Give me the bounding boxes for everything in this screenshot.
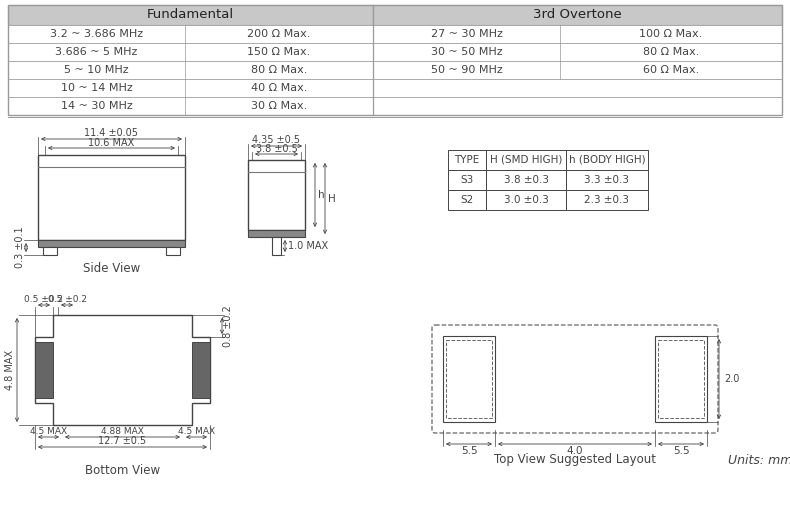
Text: 12.7 ±0.5: 12.7 ±0.5	[99, 436, 147, 446]
Text: 4.5 MAX: 4.5 MAX	[178, 427, 215, 435]
Text: S3: S3	[461, 175, 474, 185]
Text: 3.2 ~ 3.686 MHz: 3.2 ~ 3.686 MHz	[50, 29, 143, 39]
Bar	[8, 97, 373, 115]
Bar	[486, 170, 566, 190]
Text: 0.8 ±0.2: 0.8 ±0.2	[223, 305, 233, 347]
Text: 4.5 MAX: 4.5 MAX	[30, 427, 67, 435]
Bar	[566, 150, 648, 170]
Text: TYPE: TYPE	[454, 155, 480, 165]
Bar	[446, 340, 492, 418]
Text: 80 Ω Max.: 80 Ω Max.	[250, 65, 307, 75]
Bar	[38, 240, 185, 247]
Text: 4.88 MAX: 4.88 MAX	[101, 427, 144, 435]
Bar	[8, 5, 782, 115]
Bar	[8, 61, 373, 79]
Text: 3.3 ±0.3: 3.3 ±0.3	[585, 175, 630, 185]
Text: 80 Ω Max.: 80 Ω Max.	[643, 47, 699, 57]
Polygon shape	[35, 315, 210, 425]
Bar	[373, 43, 782, 61]
Text: 30 ~ 50 MHz: 30 ~ 50 MHz	[431, 47, 502, 57]
Bar	[373, 79, 782, 97]
Text: 60 Ω Max.: 60 Ω Max.	[643, 65, 699, 75]
Bar	[8, 79, 373, 97]
Text: 4.0: 4.0	[566, 446, 583, 456]
Text: 100 Ω Max.: 100 Ω Max.	[639, 29, 702, 39]
Text: h (BODY HIGH): h (BODY HIGH)	[569, 155, 645, 165]
Text: 40 Ω Max.: 40 Ω Max.	[250, 83, 307, 93]
Bar	[486, 150, 566, 170]
Text: 10 ~ 14 MHz: 10 ~ 14 MHz	[61, 83, 133, 93]
Bar	[35, 342, 53, 398]
Bar	[43, 247, 57, 255]
Text: H (SMD HIGH): H (SMD HIGH)	[490, 155, 562, 165]
Text: 2.3 ±0.3: 2.3 ±0.3	[585, 195, 630, 205]
Bar	[166, 247, 180, 255]
Text: H: H	[328, 193, 336, 204]
Text: 150 Ω Max.: 150 Ω Max.	[247, 47, 310, 57]
Bar	[448, 150, 486, 170]
Text: 2.0: 2.0	[724, 374, 739, 384]
Text: 0.5 ±0.2: 0.5 ±0.2	[24, 295, 63, 303]
Bar	[373, 25, 782, 43]
Bar	[272, 237, 281, 255]
Text: Top View Suggested Layout: Top View Suggested Layout	[494, 453, 656, 466]
Text: 1.0 MAX: 1.0 MAX	[288, 241, 328, 251]
Text: 50 ~ 90 MHz: 50 ~ 90 MHz	[431, 65, 502, 75]
Bar	[8, 25, 373, 43]
Bar	[192, 342, 210, 398]
Text: 3.8 ±0.3: 3.8 ±0.3	[503, 175, 548, 185]
Text: Side View: Side View	[83, 263, 140, 276]
Text: 11.4 ±0.05: 11.4 ±0.05	[85, 128, 138, 138]
Bar	[443, 336, 495, 422]
Text: Bottom View: Bottom View	[85, 464, 160, 477]
Bar	[373, 61, 782, 79]
Bar	[38, 155, 185, 240]
Bar	[655, 336, 707, 422]
Bar	[566, 170, 648, 190]
Bar	[373, 5, 782, 25]
Text: Units: mm: Units: mm	[728, 453, 790, 466]
Text: 200 Ω Max.: 200 Ω Max.	[247, 29, 310, 39]
Bar	[566, 190, 648, 210]
Text: S2: S2	[461, 195, 474, 205]
Text: 5.5: 5.5	[673, 446, 690, 456]
Text: Fundamental: Fundamental	[147, 8, 234, 22]
Text: 10.6 MAX: 10.6 MAX	[88, 138, 134, 148]
Text: 27 ~ 30 MHz: 27 ~ 30 MHz	[431, 29, 502, 39]
Text: 0.5 ±0.2: 0.5 ±0.2	[47, 295, 86, 303]
Text: 4.8 MAX: 4.8 MAX	[5, 350, 15, 390]
Text: 3.686 ~ 5 MHz: 3.686 ~ 5 MHz	[55, 47, 137, 57]
Bar	[248, 160, 305, 230]
Text: 5 ~ 10 MHz: 5 ~ 10 MHz	[64, 65, 129, 75]
Text: 0.3 ±0.1: 0.3 ±0.1	[15, 226, 25, 268]
Text: h: h	[318, 190, 325, 200]
Text: 14 ~ 30 MHz: 14 ~ 30 MHz	[61, 101, 133, 111]
Bar	[8, 5, 373, 25]
Bar	[658, 340, 704, 418]
Text: 5.5: 5.5	[461, 446, 477, 456]
Text: 3.8 ±0.5: 3.8 ±0.5	[256, 144, 297, 154]
Text: 3.0 ±0.3: 3.0 ±0.3	[503, 195, 548, 205]
Bar	[448, 170, 486, 190]
Text: 3rd Overtone: 3rd Overtone	[533, 8, 622, 22]
Bar	[486, 190, 566, 210]
Bar	[248, 230, 305, 237]
Bar	[373, 97, 782, 115]
Bar	[448, 190, 486, 210]
Text: 30 Ω Max.: 30 Ω Max.	[251, 101, 307, 111]
Bar	[8, 43, 373, 61]
Text: 4.35 ±0.5: 4.35 ±0.5	[253, 135, 300, 145]
